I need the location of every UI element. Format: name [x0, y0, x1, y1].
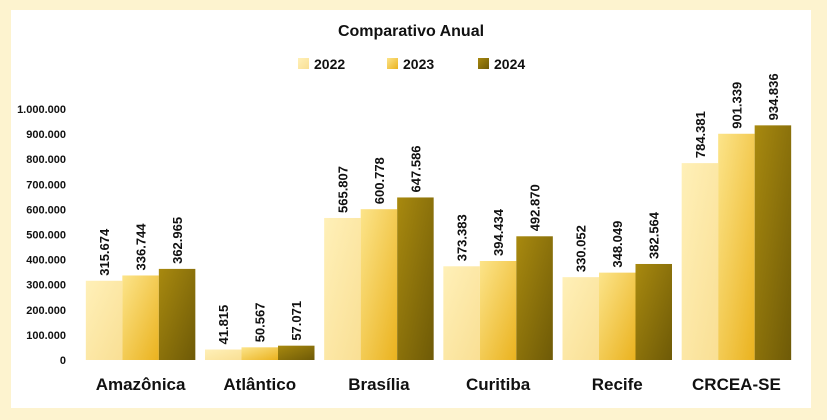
chart-title: Comparativo Anual — [338, 23, 484, 40]
data-label: 362.965 — [170, 217, 185, 264]
bar-Recife-2023 — [599, 272, 636, 360]
bar-Amazônica-2023 — [122, 275, 159, 360]
y-tick-label: 900.000 — [26, 129, 66, 141]
legend: 2022 2023 2024 — [298, 56, 525, 72]
y-tick-label: 500.000 — [26, 230, 66, 242]
y-tick-label: 400.000 — [26, 255, 66, 267]
bar-Recife-2022 — [562, 277, 599, 360]
data-label: 373.383 — [455, 214, 470, 261]
bar-Atlântico-2022 — [205, 349, 242, 360]
data-label: 315.674 — [97, 228, 112, 276]
y-tick-label: 200.000 — [26, 305, 66, 317]
bar-Amazônica-2022 — [85, 280, 123, 360]
y-tick-label: 800.000 — [26, 154, 66, 166]
x-tick-label: Recife — [592, 375, 643, 394]
data-label: 348.049 — [610, 221, 625, 268]
x-tick-label: Curitiba — [466, 375, 531, 394]
data-label: 382.564 — [647, 211, 662, 259]
data-label: 565.807 — [335, 166, 350, 213]
data-label: 41.815 — [216, 305, 231, 345]
data-label: 600.778 — [372, 157, 387, 204]
bar-CRCEA-SE-2023 — [718, 133, 755, 360]
data-label: 784.381 — [693, 111, 708, 158]
data-label: 901.339 — [729, 82, 744, 129]
data-label: 934.836 — [766, 73, 781, 120]
legend-label-2022: 2022 — [314, 56, 345, 72]
legend-swatch-2024 — [478, 58, 489, 69]
y-tick-label: 300.000 — [26, 280, 66, 292]
data-label: 330.052 — [574, 225, 589, 272]
bar-Amazônica-2024 — [158, 268, 196, 360]
bar-Atlântico-2023 — [241, 347, 278, 360]
data-label: 492.870 — [528, 184, 543, 231]
bar-Brasília-2024 — [397, 197, 434, 360]
bar-CRCEA-SE-2024 — [754, 125, 792, 360]
data-label: 336.744 — [134, 223, 149, 271]
bar-Curitiba-2023 — [479, 260, 517, 360]
data-labels: 315.674 336.744 362.965 41.815 50.567 57.071 5… — [97, 73, 781, 344]
x-axis: Amazônica Atlântico Brasília Curitiba Recife… — [96, 375, 781, 394]
chart-frame: Comparativo Anual 2022 2023 2024 0 100.000 2… — [11, 10, 811, 408]
bar-Brasília-2023 — [360, 209, 398, 360]
bar-CRCEA-SE-2022 — [681, 163, 719, 360]
y-tick-label: 0 — [60, 355, 66, 367]
bar-chart: Comparativo Anual 2022 2023 2024 0 100.000 2… — [17, 23, 792, 394]
data-label: 394.434 — [491, 208, 506, 256]
y-tick-label: 700.000 — [26, 179, 66, 191]
x-tick-label: Atlântico — [223, 375, 296, 394]
bar-Curitiba-2022 — [443, 266, 480, 360]
bar-Brasília-2022 — [324, 217, 361, 360]
y-tick-label: 600.000 — [26, 204, 66, 216]
legend-swatch-2023 — [387, 58, 398, 69]
x-tick-label: CRCEA-SE — [692, 375, 781, 394]
bar-Recife-2024 — [635, 263, 672, 360]
data-label: 57.071 — [289, 301, 304, 341]
legend-label-2023: 2023 — [403, 56, 434, 72]
x-tick-label: Brasília — [348, 375, 410, 394]
bar-Atlântico-2024 — [278, 345, 315, 360]
legend-label-2024: 2024 — [494, 56, 525, 72]
bar-Curitiba-2024 — [516, 236, 553, 360]
y-axis: 0 100.000 200.000 300.000 400.000 500.000 600.… — [17, 104, 66, 367]
bars — [85, 125, 792, 360]
y-tick-label: 100.000 — [26, 330, 66, 342]
data-label: 647.586 — [408, 145, 423, 192]
data-label: 50.567 — [253, 303, 268, 343]
y-tick-label: 1.000.000 — [17, 104, 66, 116]
legend-swatch-2022 — [298, 58, 309, 69]
x-tick-label: Amazônica — [96, 375, 186, 394]
